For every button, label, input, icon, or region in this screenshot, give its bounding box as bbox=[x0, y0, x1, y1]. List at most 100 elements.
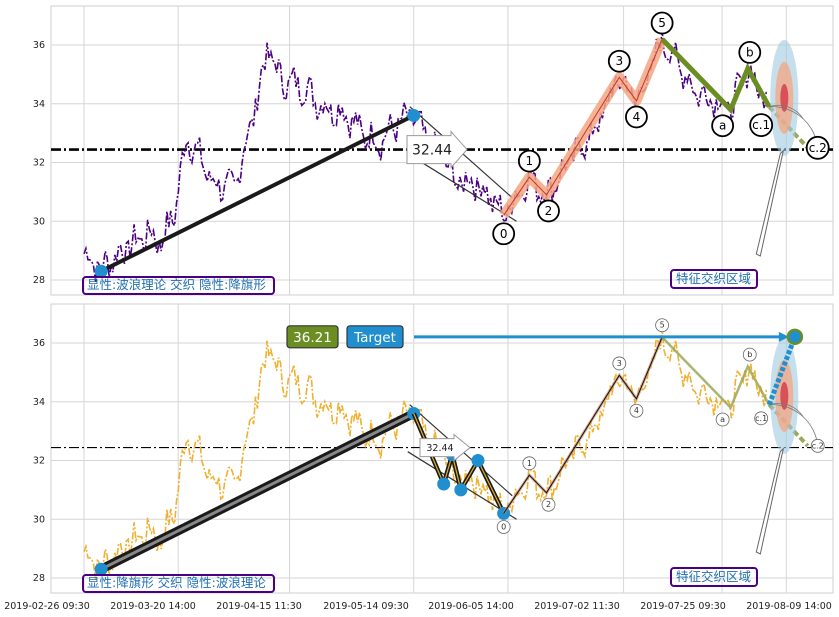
wave-label: a bbox=[720, 415, 725, 424]
x-tick-label: 2019-06-05 14:00 bbox=[428, 601, 514, 612]
wave-label: 2 bbox=[545, 204, 553, 218]
wave-label-circle bbox=[612, 356, 627, 371]
wave-label: 1 bbox=[527, 459, 532, 468]
wave-label: 0 bbox=[501, 522, 506, 531]
x-tick-label: 2019-07-02 11:30 bbox=[534, 601, 620, 612]
flag-zigzag-inner bbox=[413, 413, 505, 514]
annotation-box bbox=[82, 574, 275, 593]
annotation-box-label: 显性:降旗形 交织 隐性:波浪理论 bbox=[87, 575, 266, 590]
target-projection-line bbox=[766, 335, 798, 406]
wave-label-circle bbox=[607, 49, 631, 73]
target-arrow-head bbox=[778, 331, 789, 342]
flag-start-marker bbox=[94, 264, 108, 278]
wave-label-circle bbox=[754, 411, 769, 426]
y-tick-label: 30 bbox=[33, 514, 45, 525]
wave-label-circle bbox=[655, 318, 670, 333]
wave-label: 0 bbox=[500, 227, 508, 241]
wave-label-circle bbox=[711, 114, 735, 138]
zone-label: 特征交织区域 bbox=[676, 569, 751, 584]
wave-label-circle bbox=[749, 113, 774, 137]
wave-label-circle bbox=[541, 497, 556, 512]
flag-pole-highlight bbox=[100, 412, 415, 571]
impulse-wave-line bbox=[503, 336, 663, 514]
annotation-box-label: 显性:波浪理论 交织 隐性:降旗形 bbox=[87, 277, 266, 292]
wave-label: b bbox=[747, 350, 752, 359]
x-tick-label: 2019-05-14 09:30 bbox=[323, 601, 409, 612]
target-value-badge bbox=[286, 325, 339, 349]
flag-point-marker bbox=[437, 477, 451, 491]
flag-point-marker bbox=[454, 483, 468, 497]
wave-label-circle bbox=[496, 520, 511, 534]
bottom-grid bbox=[51, 304, 833, 593]
wave-label-circle bbox=[715, 412, 730, 427]
wave-label: c.2 bbox=[809, 141, 827, 155]
wave-label: 4 bbox=[633, 110, 641, 124]
price-tag-arrow bbox=[419, 433, 471, 462]
zone-ellipse-inner bbox=[780, 381, 789, 410]
wave-label: 3 bbox=[615, 54, 623, 68]
y-tick-label: 36 bbox=[33, 40, 45, 51]
wave-label-circle bbox=[537, 199, 560, 223]
wave-label: a bbox=[719, 119, 726, 133]
bottom-content: 32.44 0 1 2 3 4 5 a b c.1 c.2 显性:降旗形 交织 隐性:波浪理论 特征交织… bbox=[51, 318, 833, 593]
target-label-text: Target bbox=[353, 330, 396, 346]
zone-arc bbox=[769, 404, 819, 446]
wave-label-circle bbox=[492, 222, 516, 246]
wave-label: 4 bbox=[634, 406, 639, 415]
zone-label-box bbox=[670, 269, 758, 289]
wave-label: 1 bbox=[526, 154, 534, 168]
price-tag-arrow bbox=[406, 130, 468, 169]
annotation-box bbox=[82, 276, 275, 295]
bottom-y-tick-labels: 28 30 32 34 36 bbox=[33, 338, 45, 584]
wave-label: b bbox=[746, 45, 754, 59]
wave-label: 5 bbox=[658, 16, 666, 30]
wave-label: c.1 bbox=[755, 414, 767, 423]
zone-arc-inner bbox=[769, 104, 804, 119]
y-tick-label: 34 bbox=[33, 99, 45, 110]
y-tick-label: 34 bbox=[33, 397, 45, 408]
y-tick-label: 32 bbox=[33, 456, 45, 467]
wave-label-circle bbox=[805, 135, 830, 160]
x-tick-label: 2019-04-15 11:30 bbox=[216, 601, 302, 612]
wave-label: 5 bbox=[660, 321, 665, 330]
wave-label-circle bbox=[522, 456, 537, 471]
zone-pointer bbox=[755, 149, 785, 257]
x-tick-label: 2019-02-26 09:30 bbox=[4, 601, 90, 612]
target-label-badge bbox=[346, 325, 404, 349]
top-content: 32.44 0 1 2 3 4 5 a b c.1 c.2 显性:波浪理论 交织 隐性:降旗形 特征交织… bbox=[51, 11, 833, 295]
target-value-text: 36.21 bbox=[293, 330, 332, 346]
wave-label-circle bbox=[650, 11, 674, 35]
x-tick-label: 2019-03-20 14:00 bbox=[110, 601, 196, 612]
wave-label-circle bbox=[738, 41, 762, 64]
top-y-tick-labels: 28 30 32 34 36 bbox=[33, 40, 45, 286]
wave-label: c.1 bbox=[752, 118, 770, 132]
wave-label-circle bbox=[742, 347, 757, 362]
flag-point-marker bbox=[471, 454, 485, 467]
wave-label-circle bbox=[629, 403, 644, 418]
flag-channel-lower bbox=[407, 153, 517, 222]
wave-label-circle bbox=[810, 438, 825, 453]
wave-label-circle bbox=[517, 149, 541, 173]
y-tick-label: 30 bbox=[33, 216, 45, 227]
impulse-wave-line bbox=[503, 38, 663, 216]
correction-wave-line bbox=[660, 37, 772, 115]
price-tag-label: 32.44 bbox=[426, 443, 453, 454]
wave-label-circle bbox=[625, 105, 648, 129]
zone-label: 特征交织区域 bbox=[676, 271, 751, 286]
flag-top-marker bbox=[407, 109, 421, 122]
x-tick-labels: 2019-02-26 09:30 2019-03-20 14:00 2019-04-… bbox=[4, 601, 832, 612]
y-tick-label: 28 bbox=[33, 573, 45, 584]
y-tick-label: 36 bbox=[33, 338, 45, 349]
price-tag-label: 32.44 bbox=[412, 143, 452, 159]
zone-pointer bbox=[755, 447, 785, 555]
y-tick-label: 28 bbox=[33, 275, 45, 286]
wave-label: 2 bbox=[546, 500, 551, 509]
y-tick-label: 32 bbox=[33, 158, 45, 169]
x-tick-label: 2019-08-09 14:00 bbox=[746, 601, 832, 612]
zone-ellipse-inner bbox=[780, 83, 789, 112]
correction-wave-line bbox=[661, 336, 771, 410]
zone-arc-inner bbox=[769, 402, 804, 417]
